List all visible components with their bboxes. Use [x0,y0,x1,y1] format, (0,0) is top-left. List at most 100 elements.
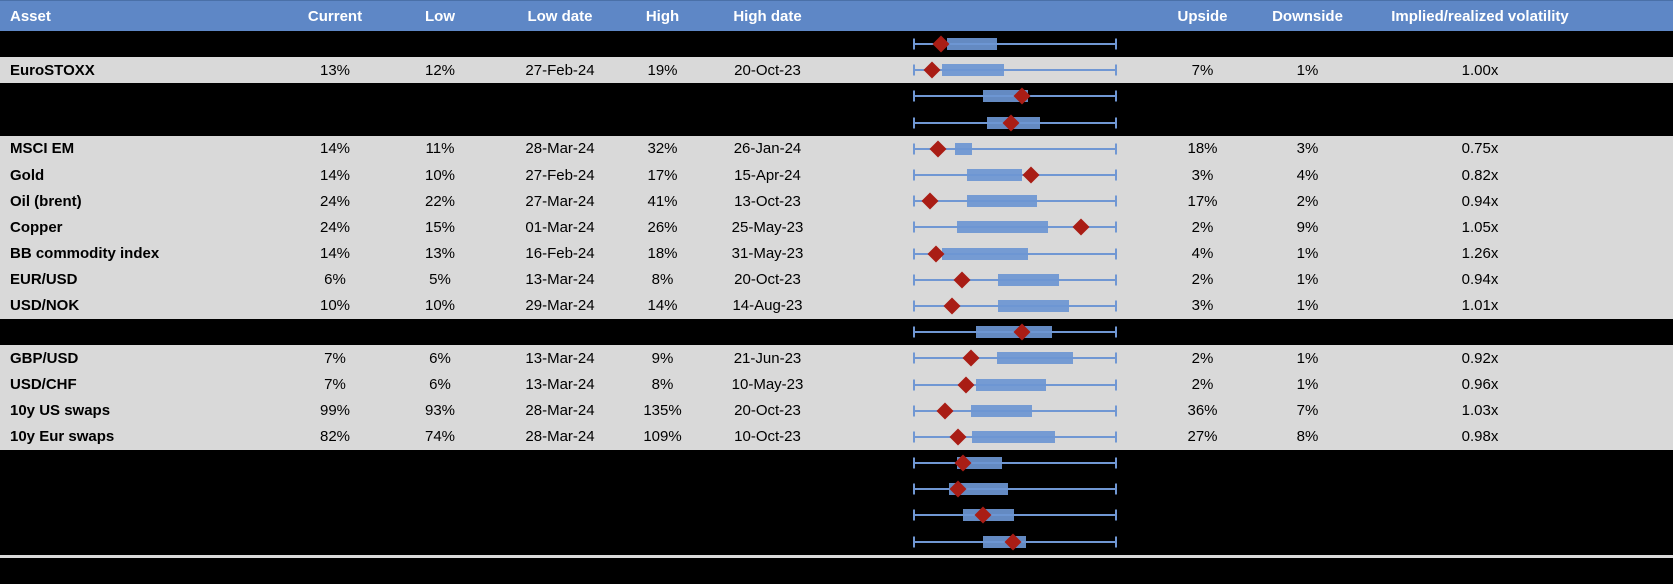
diamond-marker-icon [1072,218,1090,236]
whisker-line [913,43,1117,46]
whisker-cap-right [1115,117,1117,129]
cell-low: 6% [429,349,451,367]
boxplot [913,319,1117,345]
cell-range-plot [830,450,1150,476]
whisker-cap-left [913,509,915,521]
cell-asset: USD/CHF [10,376,77,394]
cell-upside [1150,83,1255,109]
cell-high: 41% [647,192,678,210]
cell-low: 5% [429,271,451,289]
cell-low: 6% [429,376,451,394]
cell-current [290,450,380,476]
cell-high: 109% [643,428,682,446]
cell-range-plot [830,371,1150,397]
cell-high-date: 26-Jan-24 [733,140,802,158]
whisker-cap-right [1115,169,1117,181]
cell-downside [1255,110,1360,136]
row-spacer [1600,529,1673,555]
cell-asset [0,476,290,502]
cell-high-date: 20-Oct-23 [734,271,801,289]
cell-high: 135% [643,402,682,420]
column-header-implied-realized-volatility: Implied/realized volatility [1391,7,1569,25]
whisker-cap-left [913,38,915,50]
cell-asset [0,110,290,136]
whisker-cap-left [913,457,915,469]
boxplot [913,241,1117,267]
cell-current [290,31,380,57]
table-row [0,109,1673,136]
cell-range-plot [830,319,1150,345]
cell-low-date [500,450,620,476]
cell-low-date: 28-Mar-24 [525,140,595,158]
cell-implied: 0.82x [1461,166,1499,184]
whisker-cap-right [1115,195,1117,207]
cell-upside [1150,31,1255,57]
boxplot [913,57,1117,83]
cell-current: 10% [319,297,351,315]
table-row: GBP/USD 7% 6% 13-Mar-24 9% 21-Jun-23 2% … [0,345,1673,372]
cell-low-date [500,502,620,528]
whisker-cap-left [913,274,915,286]
cell-upside [1150,450,1255,476]
cell-low [380,83,500,109]
cell-low-date: 27-Feb-24 [525,166,595,184]
boxplot [913,83,1117,109]
diamond-marker-icon [957,376,975,394]
cell-downside: 3% [1296,140,1319,158]
whisker-cap-right [1115,274,1117,286]
cell-upside: 18% [1187,140,1218,158]
cell-downside [1255,502,1360,528]
cell-range-plot [830,241,1150,267]
cell-current: 14% [319,245,351,263]
whisker-cap-left [913,248,915,260]
iqr-box [941,247,1029,260]
cell-upside [1150,502,1255,528]
cell-low-date [500,110,620,136]
boxplot [913,188,1117,214]
cell-implied [1360,502,1600,528]
cell-current [290,83,380,109]
boxplot [913,31,1117,57]
iqr-box [971,430,1055,443]
cell-range-plot [830,136,1150,162]
column-header-upside: Upside [1177,7,1228,25]
cell-current: 7% [324,349,346,367]
cell-implied: 0.75x [1461,140,1499,158]
cell-high [620,450,705,476]
cell-downside: 1% [1296,271,1319,289]
iqr-box [997,299,1070,312]
table-row: EUR/USD 6% 5% 13-Mar-24 8% 20-Oct-23 2% … [0,266,1673,293]
column-header-high-date: High date [733,7,802,25]
whisker-cap-left [913,379,915,391]
cell-high-date [705,476,830,502]
column-header-range-plot [830,1,1150,31]
column-header-current: Current [307,7,363,25]
cell-low-date: 28-Mar-24 [525,402,595,420]
iqr-box [941,64,1005,77]
cell-upside: 7% [1191,61,1214,79]
row-spacer [1600,319,1673,345]
cell-upside [1150,476,1255,502]
cell-range-plot [830,110,1150,136]
cell-low: 93% [424,402,456,420]
boxplot [913,136,1117,162]
column-header-low: Low [425,7,455,25]
row-spacer [1600,110,1673,136]
cell-upside [1150,319,1255,345]
cell-range-plot [830,502,1150,528]
cell-high [620,319,705,345]
cell-downside: 9% [1296,218,1319,236]
iqr-box [997,273,1060,286]
whisker-cap-right [1115,90,1117,102]
cell-downside: 1% [1296,376,1319,394]
cell-asset: GBP/USD [10,349,79,367]
cell-range-plot [830,83,1150,109]
table-row: 10y US swaps 99% 93% 28-Mar-24 135% 20-O… [0,397,1673,424]
cell-high-date: 14-Aug-23 [732,297,803,315]
whisker-cap-right [1115,509,1117,521]
table-row [0,528,1673,555]
whisker-cap-right [1115,431,1117,443]
diamond-marker-icon [949,428,967,446]
cell-upside [1150,529,1255,555]
column-header-low-date: Low date [527,7,593,25]
